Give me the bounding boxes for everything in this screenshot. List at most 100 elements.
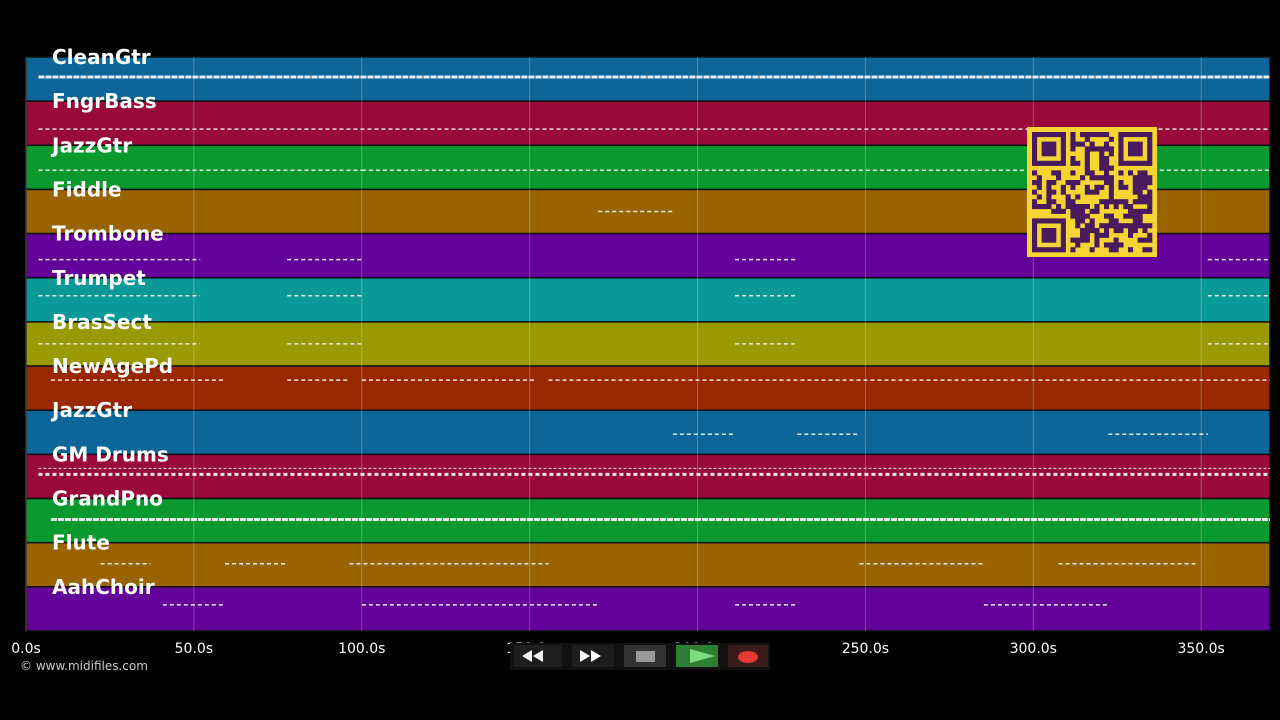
qr-module <box>1123 199 1129 205</box>
track-label: NewAgePd <box>52 354 173 378</box>
qr-module <box>1147 204 1153 210</box>
qr-module <box>1089 175 1095 181</box>
qr-module <box>1070 213 1076 219</box>
qr-module <box>1075 141 1081 147</box>
qr-module <box>1137 180 1143 186</box>
qr-module <box>1128 151 1134 157</box>
qr-module <box>1094 189 1100 195</box>
qr-module <box>1032 132 1038 138</box>
qr-module <box>1137 208 1143 214</box>
qr-module <box>1056 170 1062 176</box>
qr-module <box>1060 136 1066 142</box>
qr-module <box>1070 141 1076 147</box>
qr-module <box>1099 146 1105 152</box>
qr-module <box>1113 199 1119 205</box>
qr-module <box>1036 175 1042 181</box>
qr-module <box>1108 180 1114 186</box>
qr-module <box>1132 141 1138 147</box>
qr-module <box>1036 218 1042 224</box>
qr-module <box>1075 160 1081 166</box>
qr-module <box>1118 184 1124 190</box>
qr-module <box>1099 223 1105 229</box>
qr-module <box>1123 204 1129 210</box>
qr-module <box>1060 228 1066 234</box>
qr-module <box>1128 208 1134 214</box>
qr-module <box>1080 232 1086 238</box>
qr-module <box>1041 232 1047 238</box>
tick-label: 350.0s <box>1177 641 1224 657</box>
qr-module <box>1137 213 1143 219</box>
track-label: JazzGtr <box>50 398 132 422</box>
qr-module <box>1032 237 1038 243</box>
track-label: CleanGtr <box>52 45 151 69</box>
track-label: Trombone <box>52 222 164 246</box>
qr-module <box>1128 141 1134 147</box>
qr-module <box>1104 232 1110 238</box>
stop-button[interactable] <box>624 645 666 667</box>
qr-module <box>1147 232 1153 238</box>
qr-module <box>1046 247 1052 253</box>
qr-module <box>1075 213 1081 219</box>
qr-module <box>1123 223 1129 229</box>
qr-module <box>1128 247 1134 253</box>
qr-module <box>1118 151 1124 157</box>
qr-module <box>1060 151 1066 157</box>
qr-module <box>1075 208 1081 214</box>
qr-module <box>1046 228 1052 234</box>
qr-module <box>1147 141 1153 147</box>
qr-module <box>1108 189 1114 195</box>
qr-module <box>1132 189 1138 195</box>
qr-module <box>1032 199 1038 205</box>
qr-module <box>1046 141 1052 147</box>
qr-module <box>1070 204 1076 210</box>
record-button[interactable] <box>728 645 768 667</box>
qr-module <box>1108 184 1114 190</box>
qr-module <box>1041 218 1047 224</box>
qr-module <box>1070 247 1076 253</box>
qr-module <box>1065 204 1071 210</box>
qr-module <box>1094 237 1100 243</box>
play-button[interactable] <box>676 645 718 667</box>
qr-module <box>1032 136 1038 142</box>
qr-code <box>1027 127 1157 257</box>
qr-module <box>1032 242 1038 248</box>
track-label: JazzGtr <box>50 133 132 157</box>
qr-module <box>1132 160 1138 166</box>
qr-module <box>1070 146 1076 152</box>
qr-module <box>1075 242 1081 248</box>
qr-module <box>1046 237 1052 243</box>
qr-module <box>1032 204 1038 210</box>
qr-module <box>1065 194 1071 200</box>
qr-module <box>1046 204 1052 210</box>
qr-module <box>1060 208 1066 214</box>
qr-module <box>1108 247 1114 253</box>
qr-module <box>1032 146 1038 152</box>
qr-module <box>1051 199 1057 205</box>
qr-module <box>1104 132 1110 138</box>
forward-button[interactable] <box>572 645 614 667</box>
qr-module <box>1142 228 1148 234</box>
qr-module <box>1108 199 1114 205</box>
qr-module <box>1142 194 1148 200</box>
qr-module <box>1147 136 1153 142</box>
qr-module <box>1056 175 1062 181</box>
qr-module <box>1137 189 1143 195</box>
qr-module <box>1080 204 1086 210</box>
qr-module <box>1099 175 1105 181</box>
qr-module <box>1132 213 1138 219</box>
track-labels: CleanGtr FngrBass JazzGtr Fiddle Trombone Tru… <box>50 45 173 599</box>
qr-module <box>1075 194 1081 200</box>
qr-module <box>1080 237 1086 243</box>
qr-module <box>1051 247 1057 253</box>
qr-module <box>1118 160 1124 166</box>
qr-module <box>1137 194 1143 200</box>
qr-module <box>1137 132 1143 138</box>
qr-module <box>1084 151 1090 157</box>
qr-module <box>1032 156 1038 162</box>
qr-module <box>1094 175 1100 181</box>
qr-module <box>1108 218 1114 224</box>
qr-module <box>1137 170 1143 176</box>
qr-module <box>1132 146 1138 152</box>
qr-module <box>1060 156 1066 162</box>
rewind-button[interactable] <box>514 645 562 667</box>
